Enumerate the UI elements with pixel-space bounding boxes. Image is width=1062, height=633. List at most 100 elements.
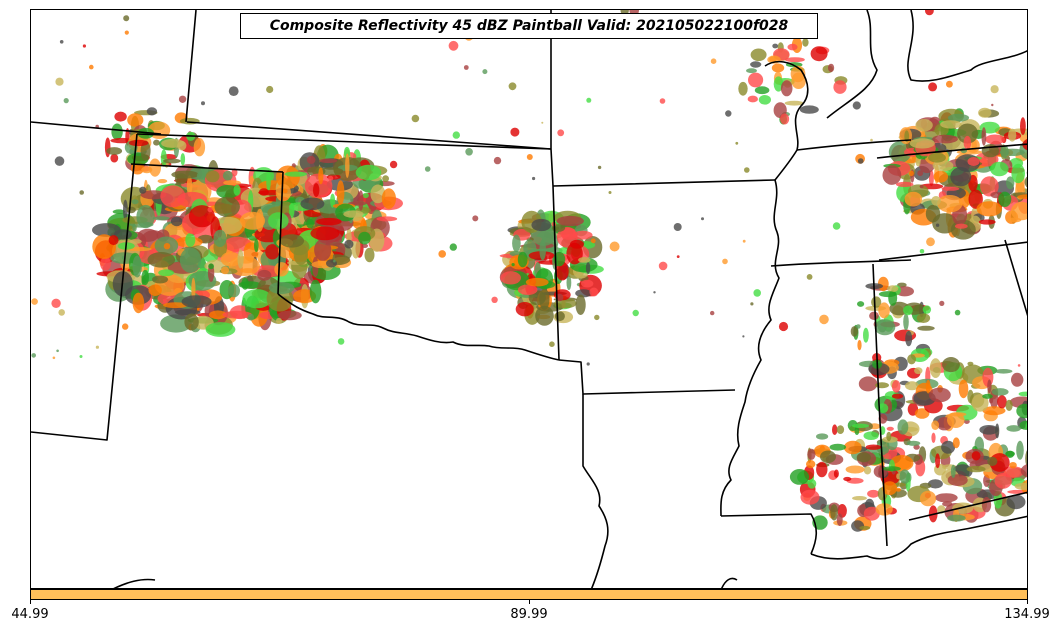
echo-blob: [807, 448, 816, 460]
echo-blob: [806, 460, 816, 469]
echo-speck: [586, 97, 592, 103]
echo-speck: [63, 98, 69, 104]
echo-blob: [152, 216, 170, 221]
echo-blob: [947, 514, 966, 522]
echo-speck: [541, 121, 544, 124]
echo-blob: [1011, 372, 1024, 387]
echo-speck: [79, 355, 83, 358]
echo-blob: [882, 466, 901, 472]
echo-blob: [92, 223, 121, 237]
echo-speck: [753, 289, 761, 297]
echo-blob: [886, 426, 894, 431]
echo-speck: [549, 341, 555, 348]
echo-speck: [946, 80, 953, 88]
echo-blob: [247, 313, 254, 321]
echo-speck: [491, 296, 498, 303]
echo-blob: [184, 313, 199, 331]
echo-blob: [904, 191, 923, 207]
echo-speck: [852, 101, 861, 110]
echo-speck: [928, 82, 938, 92]
echo-blob: [747, 95, 758, 103]
echo-speck: [122, 323, 129, 330]
echo-blob: [989, 397, 994, 404]
echo-blob: [979, 425, 999, 435]
echo-blob: [268, 282, 295, 294]
echo-blob: [258, 188, 269, 196]
colorbar-tick-right: [1027, 600, 1028, 604]
echo-speck: [659, 98, 666, 104]
echo-speck: [744, 167, 750, 173]
echo-blob: [1024, 176, 1027, 188]
echo-blob: [275, 184, 291, 202]
echo-blob: [306, 155, 316, 164]
echo-blob: [114, 111, 127, 122]
echo-blob: [149, 158, 161, 177]
echo-blob: [997, 395, 1007, 409]
echo-blob: [174, 173, 188, 185]
echo-speck: [990, 85, 999, 94]
echo-blob: [903, 313, 909, 331]
echo-blob: [789, 469, 810, 485]
echo-blob: [888, 141, 912, 163]
echo-speck: [201, 101, 205, 106]
echo-blob: [934, 493, 958, 503]
echo-blob: [915, 119, 933, 132]
colorbar-label-right: 134.99: [1004, 607, 1050, 622]
echo-speck: [493, 156, 502, 165]
echo-speck: [139, 186, 147, 194]
echo-blob: [131, 199, 139, 205]
echo-blob: [952, 437, 960, 449]
echo-blob: [1016, 440, 1024, 460]
map-title: Composite Reflectivity 45 dBZ Paintball …: [240, 13, 818, 39]
echo-speck: [609, 241, 620, 252]
echo-blob: [947, 412, 965, 428]
echo-blob: [799, 105, 819, 114]
echo-speck: [922, 305, 932, 314]
echo-blob: [857, 301, 865, 307]
echo-speck: [857, 158, 864, 164]
echo-blob: [310, 226, 340, 241]
echo-blob: [738, 81, 748, 96]
echo-blob: [931, 432, 936, 443]
echo-blob: [146, 107, 158, 116]
echo-blob: [927, 479, 943, 489]
echo-blob: [1025, 421, 1027, 430]
echo-blob: [758, 95, 772, 105]
echo-blob: [750, 61, 762, 68]
echo-blob: [891, 393, 904, 399]
echo-blob: [916, 313, 931, 323]
echo-speck: [208, 263, 215, 270]
echo-speck: [163, 243, 171, 250]
echo-blob: [106, 147, 123, 155]
echo-blob: [967, 389, 974, 404]
echo-blob: [578, 257, 591, 263]
echo-speck: [463, 65, 469, 70]
echo-blob: [1014, 482, 1027, 490]
echo-speck: [710, 310, 715, 316]
echo-blob: [917, 325, 935, 331]
echo-speck: [1017, 364, 1021, 367]
echo-blob: [569, 239, 584, 249]
echo-blob: [575, 294, 586, 315]
echo-blob: [897, 419, 909, 435]
echo-blob: [1018, 391, 1027, 397]
echo-blob: [216, 184, 240, 199]
echo-speck: [448, 40, 459, 51]
echo-speck: [806, 274, 813, 280]
echo-blob: [994, 369, 1013, 374]
echo-blob: [274, 262, 289, 277]
echo-speck: [79, 190, 84, 195]
echo-blob: [884, 453, 891, 460]
echo-speck: [424, 166, 431, 172]
echo-blob: [754, 86, 770, 95]
echo-blob: [220, 252, 241, 267]
echo-blob: [905, 330, 913, 347]
echo-blob: [539, 239, 546, 261]
echo-speck: [925, 10, 934, 16]
echo-blob: [950, 167, 972, 187]
echo-speck: [954, 309, 961, 316]
echo-speck: [919, 184, 924, 189]
echo-blob: [967, 157, 980, 166]
echo-blob: [316, 217, 342, 226]
echo-blob: [345, 153, 350, 178]
